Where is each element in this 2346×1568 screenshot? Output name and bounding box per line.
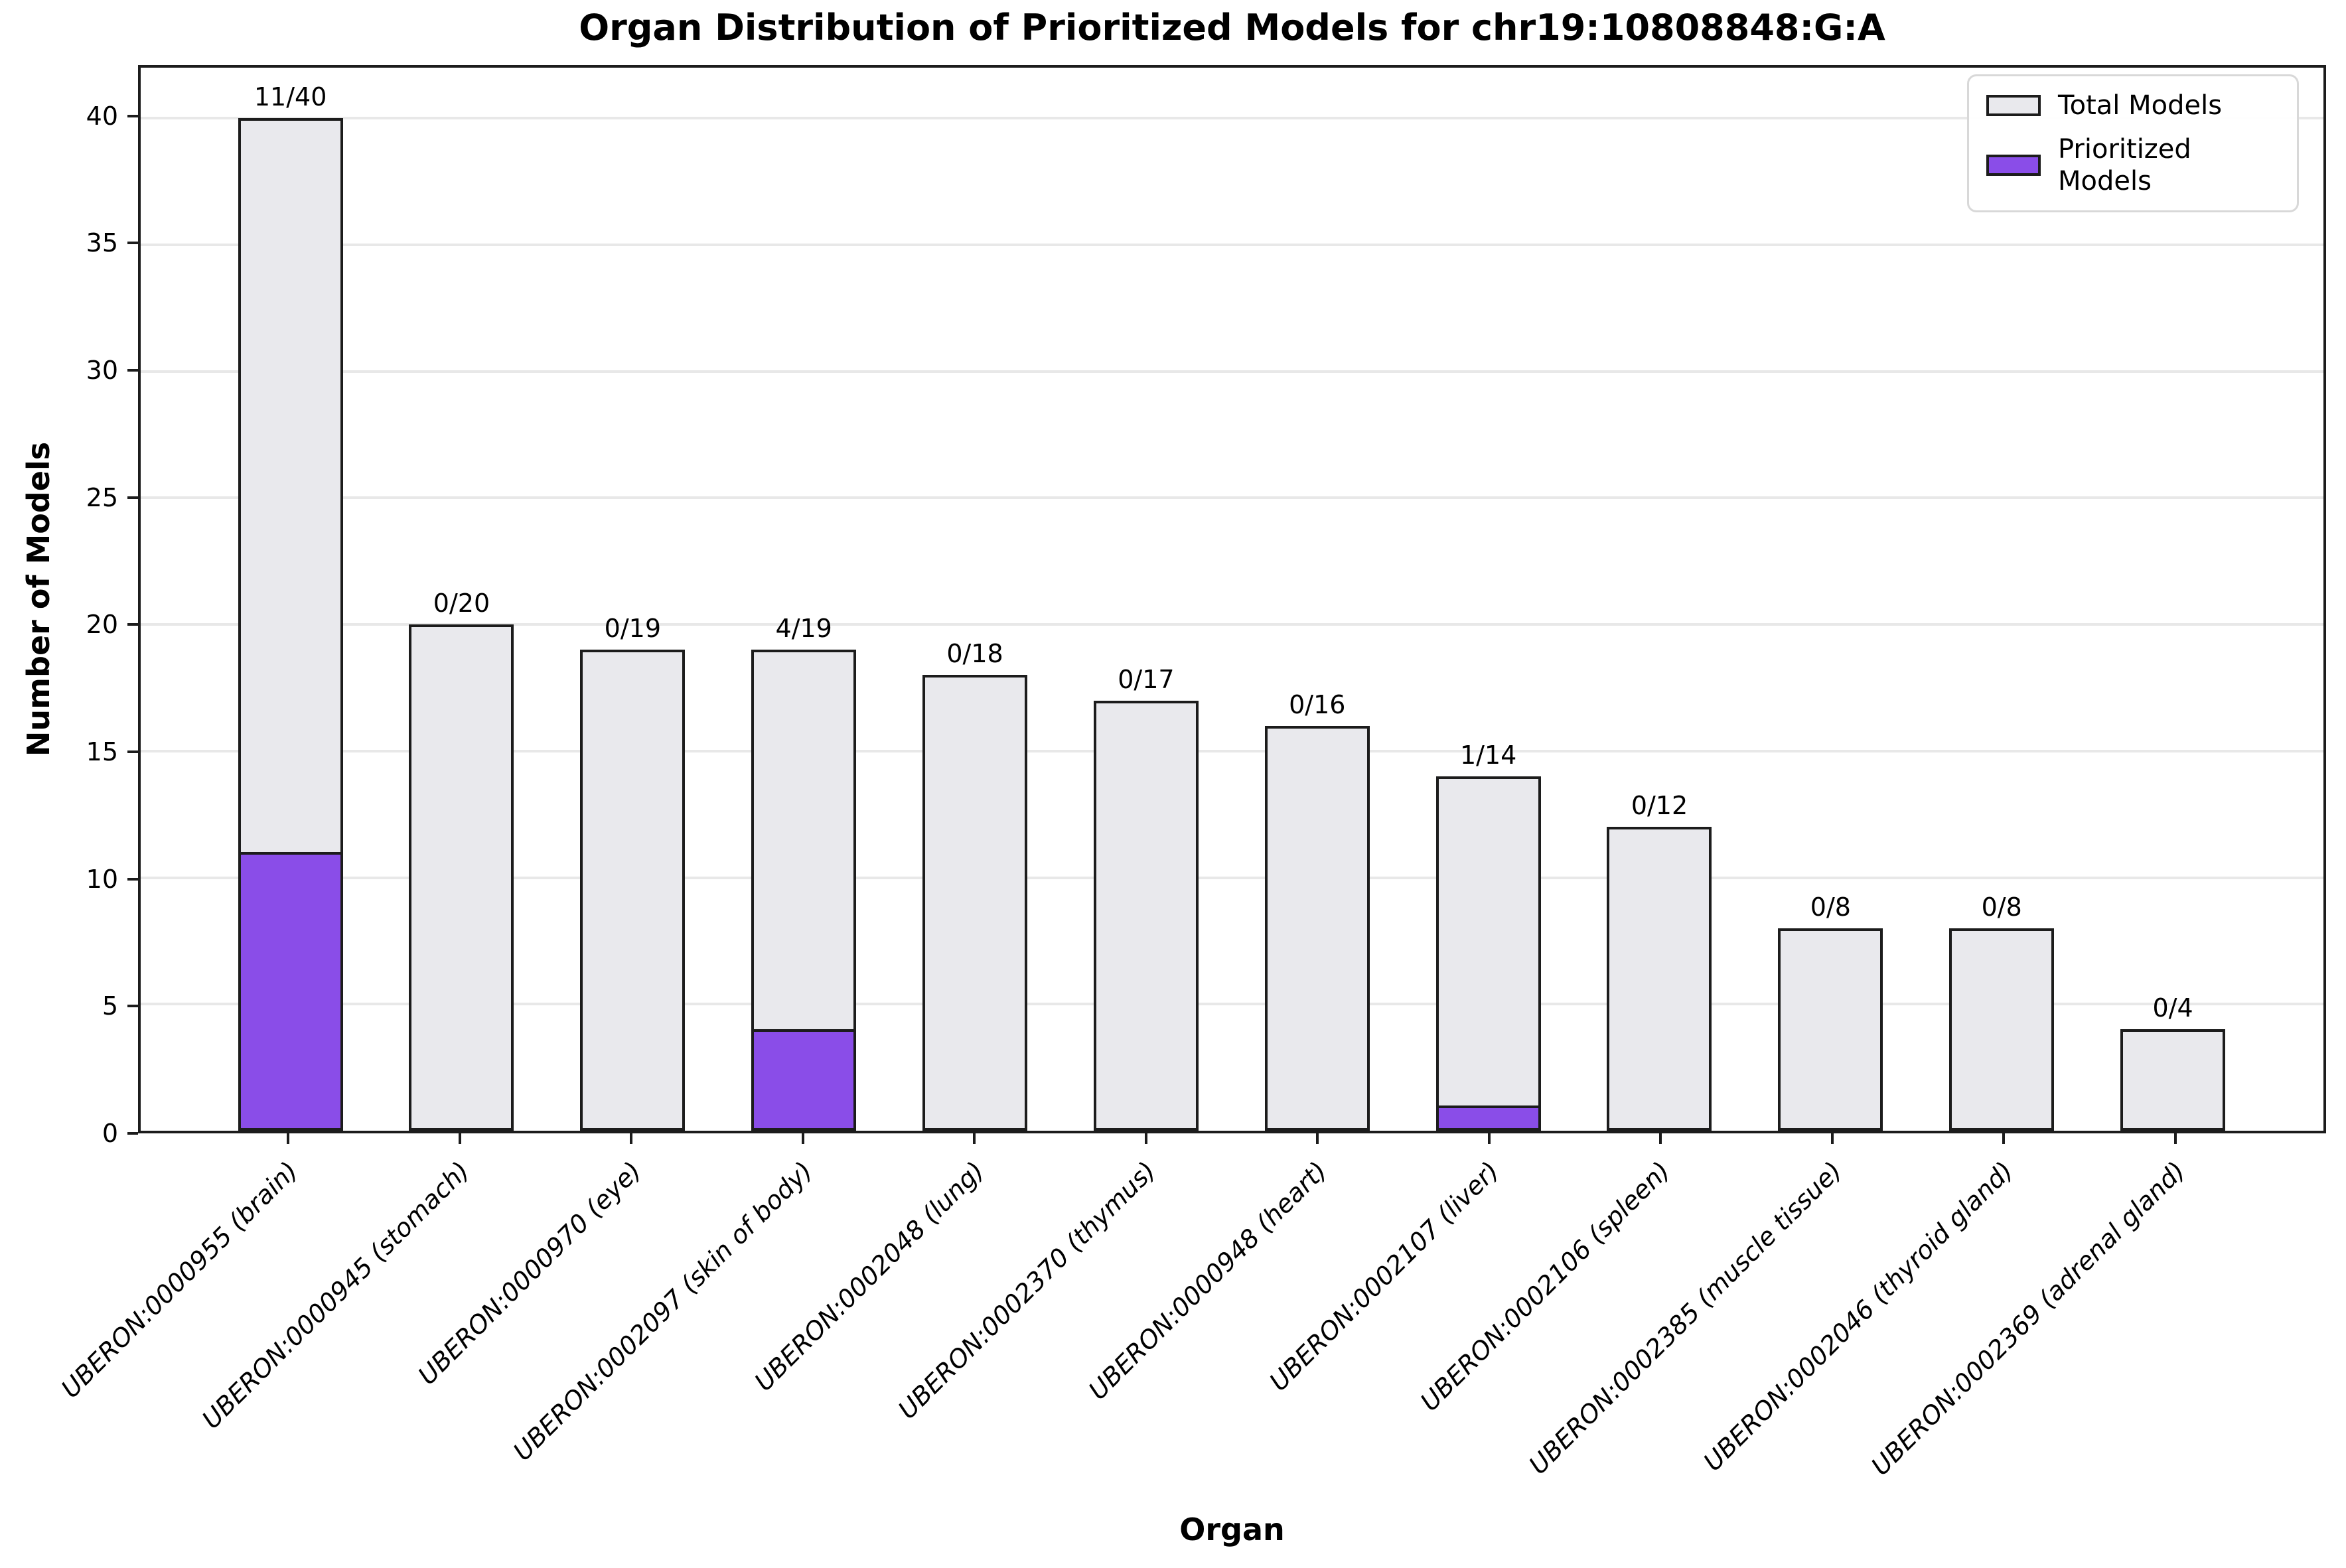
x-tick-6 xyxy=(1316,1133,1319,1144)
y-tick-label-5: 5 xyxy=(102,991,118,1021)
chart-title: Organ Distribution of Prioritized Models… xyxy=(579,7,1885,48)
x-tick-7 xyxy=(1487,1133,1491,1144)
x-tick-3 xyxy=(801,1133,804,1144)
bar-total-5 xyxy=(1093,700,1199,1131)
bar-label-6: 0/16 xyxy=(1289,689,1346,719)
x-tick-label-3: UBERON:0002097 (skin of body) xyxy=(507,1156,818,1466)
legend-item-prioritized-models: Prioritized Models xyxy=(1986,133,2280,197)
x-tick-label-9: UBERON:0002385 (muscle tissue) xyxy=(1523,1156,1848,1480)
gridline-y25 xyxy=(141,496,2323,500)
gridline-y5 xyxy=(141,1003,2323,1006)
x-tick-5 xyxy=(1144,1133,1147,1144)
y-tick-label-40: 40 xyxy=(86,101,118,131)
bar-total-4 xyxy=(922,675,1028,1131)
x-tick-0 xyxy=(287,1133,290,1144)
y-tick-label-25: 25 xyxy=(86,482,118,512)
bar-total-1 xyxy=(409,624,514,1131)
legend-swatch-total-models xyxy=(1986,95,2041,116)
x-tick-9 xyxy=(1830,1133,1834,1144)
y-tick-label-20: 20 xyxy=(86,610,118,640)
y-tick-40 xyxy=(127,114,138,117)
y-tick-25 xyxy=(127,496,138,499)
y-tick-20 xyxy=(127,623,138,626)
x-tick-label-1: UBERON:0000945 (stomach) xyxy=(196,1156,475,1435)
bar-label-8: 0/12 xyxy=(1631,791,1688,821)
x-tick-label-10: UBERON:0002046 (thyroid gland) xyxy=(1698,1156,2019,1477)
bar-total-7 xyxy=(1435,776,1541,1131)
bar-label-10: 0/8 xyxy=(1981,892,2022,922)
gridline-y10 xyxy=(141,876,2323,879)
y-tick-label-15: 15 xyxy=(86,737,118,766)
gridline-y35 xyxy=(141,244,2323,246)
plot-area: 11/40 0/20 0/19 4/19 0/18 0/17 0/16 1/14 0/12 0/8… xyxy=(138,65,2326,1133)
y-tick-15 xyxy=(127,750,138,753)
legend-swatch-prioritized-models xyxy=(1986,155,2041,176)
legend-label-total-models: Total Models xyxy=(2058,90,2223,121)
bar-label-0: 11/40 xyxy=(254,82,327,112)
bar-label-5: 0/17 xyxy=(1118,664,1175,694)
y-tick-label-35: 35 xyxy=(86,228,118,258)
legend: Total Models Prioritized Models xyxy=(1967,74,2299,212)
y-tick-35 xyxy=(127,242,138,245)
x-tick-10 xyxy=(2002,1133,2006,1144)
x-tick-label-11: UBERON:0002369 (adrenal gland) xyxy=(1865,1156,2191,1482)
x-tick-1 xyxy=(458,1133,461,1144)
legend-label-prioritized-models: Prioritized Models xyxy=(2058,134,2191,196)
bar-prioritized-7 xyxy=(1435,1105,1541,1131)
bar-label-4: 0/18 xyxy=(946,639,1003,669)
bar-total-6 xyxy=(1264,725,1370,1131)
y-tick-5 xyxy=(127,1005,138,1008)
bar-label-3: 4/19 xyxy=(775,614,832,644)
y-tick-10 xyxy=(127,877,138,881)
y-tick-label-10: 10 xyxy=(86,864,118,894)
x-tick-2 xyxy=(630,1133,633,1144)
bar-total-2 xyxy=(580,650,686,1131)
gridline-y20 xyxy=(141,623,2323,626)
y-tick-label-30: 30 xyxy=(86,356,118,385)
bar-label-1: 0/20 xyxy=(433,589,490,618)
bar-label-2: 0/19 xyxy=(604,614,661,644)
x-axis-label: Organ xyxy=(1179,1512,1285,1547)
x-tick-11 xyxy=(2173,1133,2177,1144)
gridline-y30 xyxy=(141,370,2323,373)
bar-total-9 xyxy=(1778,928,1883,1131)
x-tick-4 xyxy=(973,1133,976,1144)
bar-label-11: 0/4 xyxy=(2152,993,2193,1023)
bar-total-10 xyxy=(1949,928,2055,1131)
bar-label-9: 0/8 xyxy=(1810,892,1851,922)
y-tick-label-0: 0 xyxy=(102,1119,118,1148)
gridline-y15 xyxy=(141,749,2323,752)
bar-label-7: 1/14 xyxy=(1459,741,1517,770)
x-tick-8 xyxy=(1659,1133,1662,1144)
y-tick-30 xyxy=(127,369,138,372)
gridline-y40 xyxy=(141,117,2323,120)
legend-item-total-models: Total Models xyxy=(1986,90,2280,121)
y-tick-0 xyxy=(127,1132,138,1135)
bar-total-8 xyxy=(1607,827,1712,1131)
bar-prioritized-0 xyxy=(238,852,343,1131)
bar-total-11 xyxy=(2120,1029,2226,1131)
bar-prioritized-3 xyxy=(751,1029,857,1131)
